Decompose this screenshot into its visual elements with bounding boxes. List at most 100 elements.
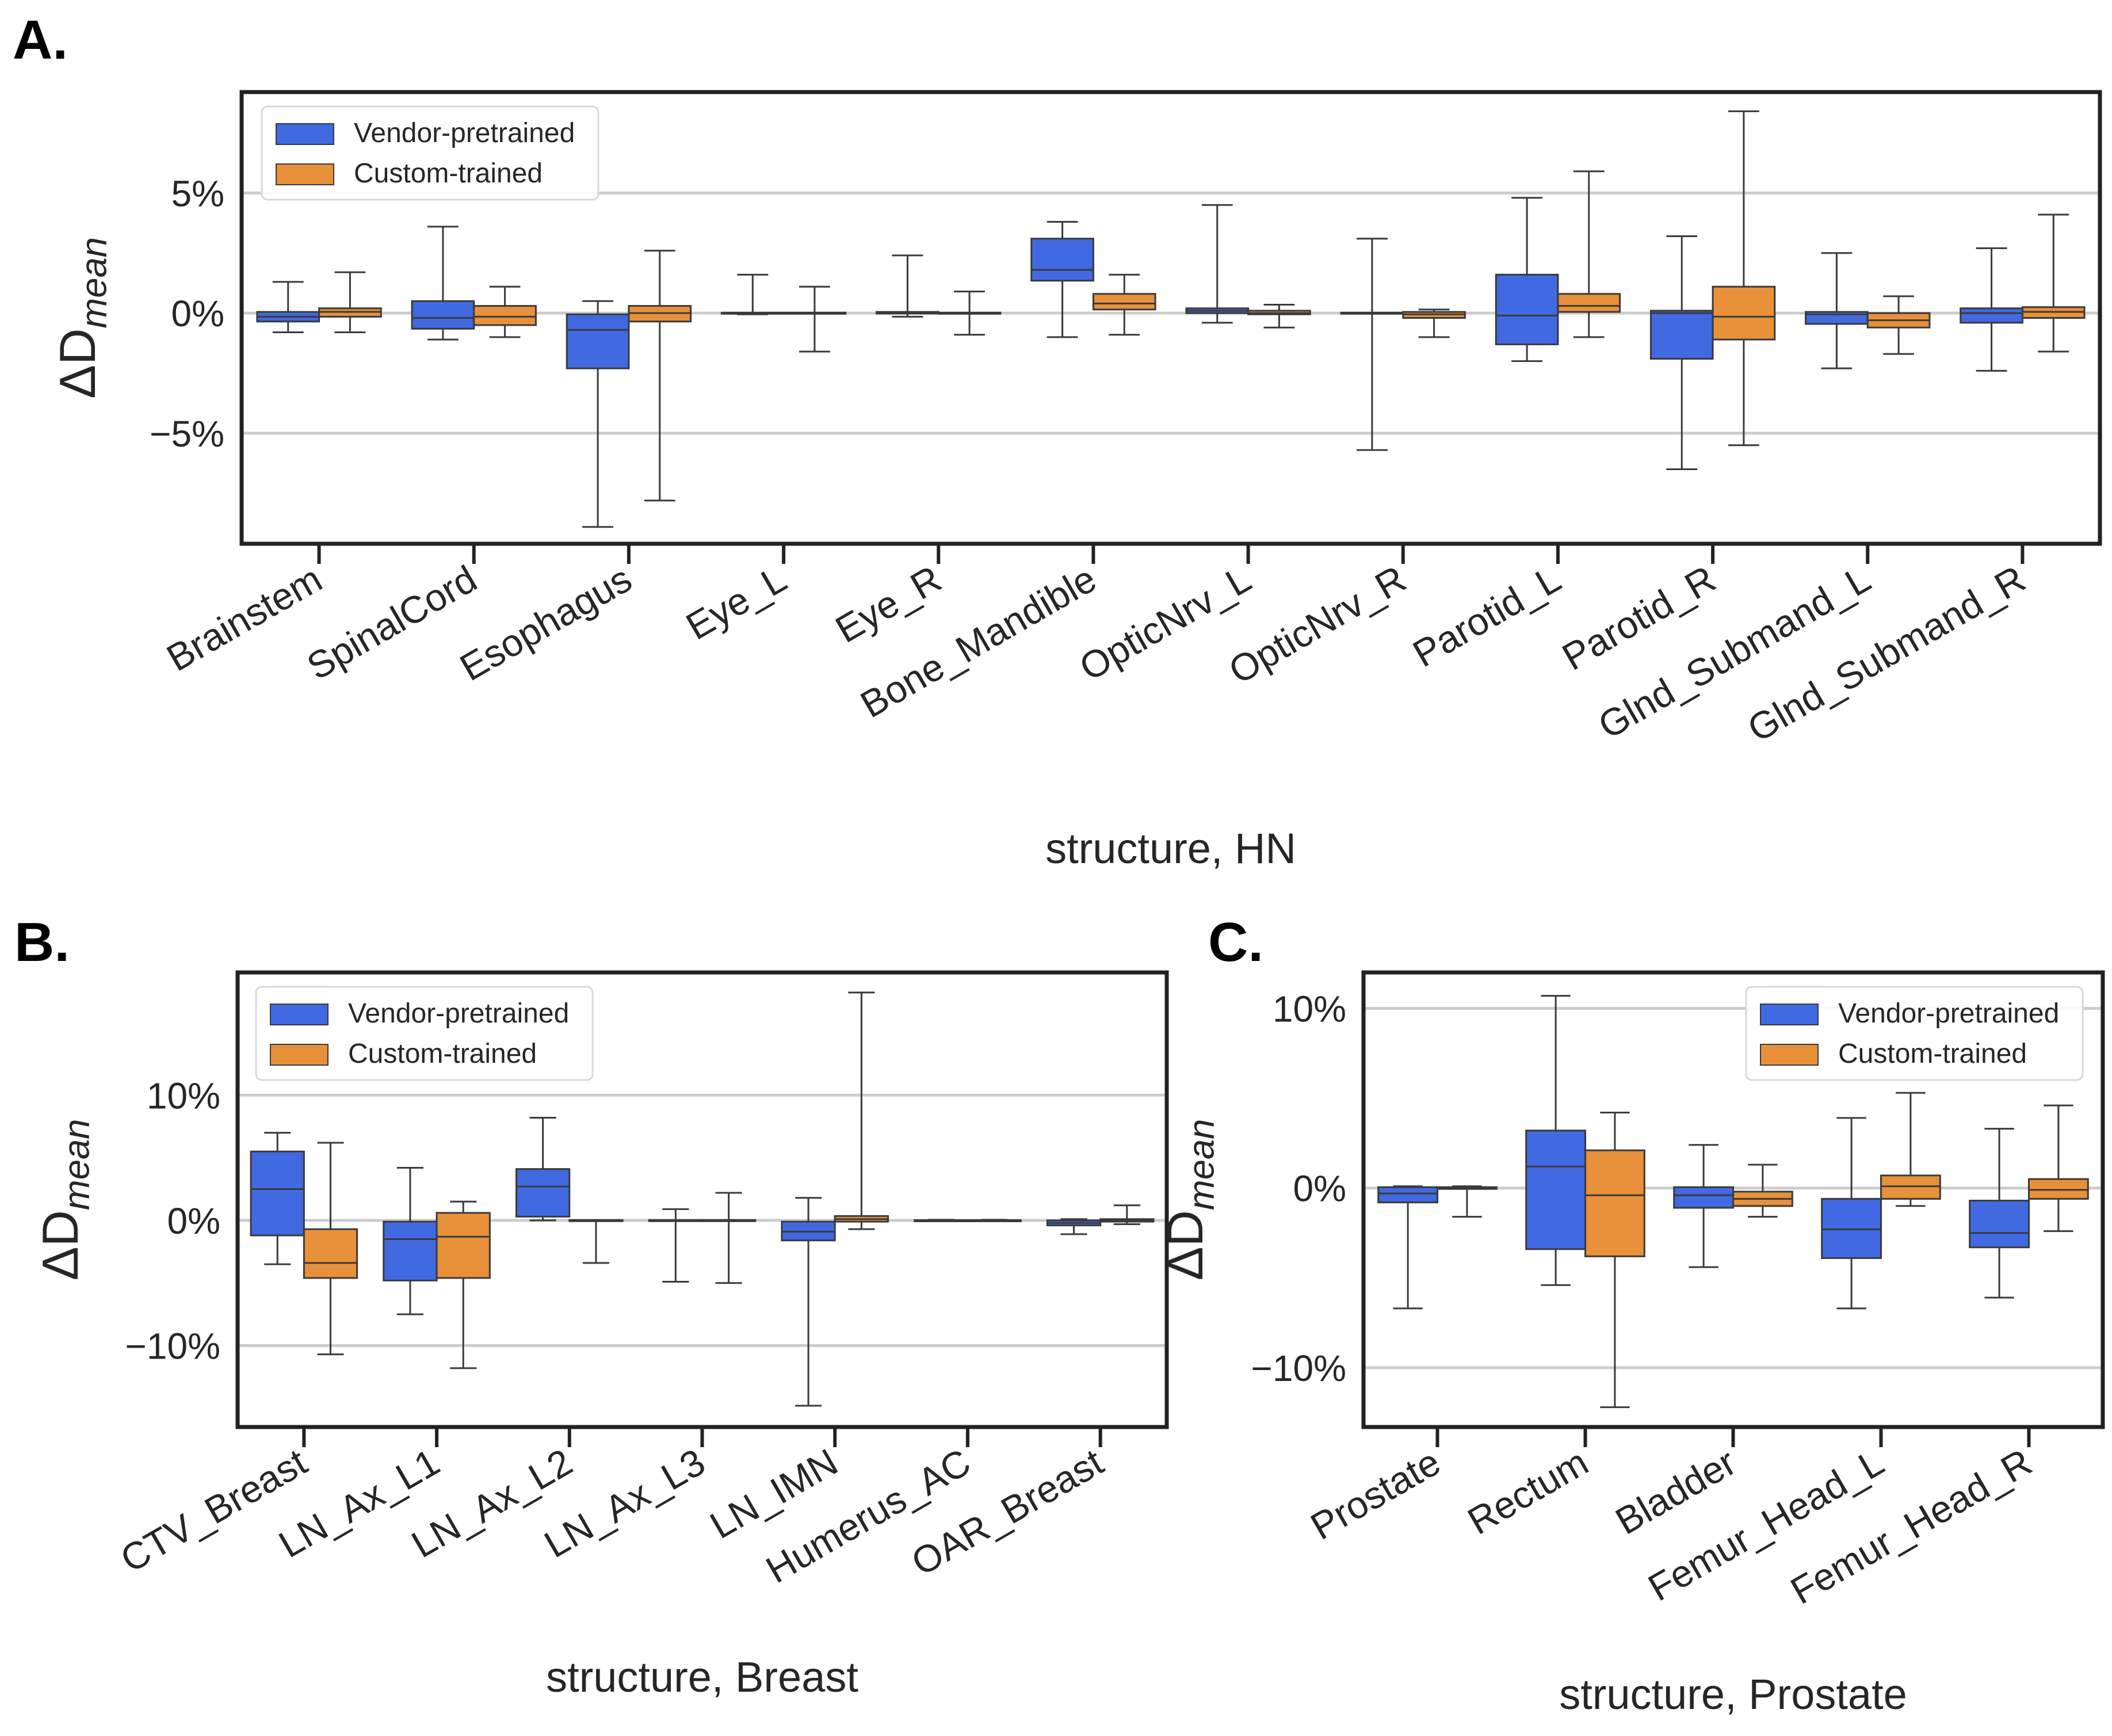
legend-frame (261, 105, 599, 201)
y-tick-label: 0% (1293, 1168, 1347, 1210)
y-tick-label: 0% (171, 293, 225, 334)
legend-label-custom: Custom-trained (1838, 1039, 2027, 1069)
box-iqr (1377, 1186, 1438, 1204)
y-tick-label: 5% (171, 173, 225, 214)
box-iqr (1880, 1174, 1941, 1200)
box-vendor (1495, 197, 1559, 363)
box-vendor (1969, 1128, 2030, 1299)
y-axis-label: ΔDmean (1156, 1119, 1221, 1281)
box-custom (1092, 273, 1156, 336)
box-iqr (1712, 285, 1776, 341)
box-vendor (1185, 204, 1250, 324)
box-vendor (1340, 238, 1404, 451)
y-tick-label: 0% (167, 1200, 221, 1242)
box-vendor (648, 1208, 703, 1283)
legend-swatch-custom (276, 163, 334, 185)
box-vendor (1377, 1185, 1438, 1310)
panel-letter: B. (14, 911, 70, 973)
legend-label-vendor: Vendor-pretrained (1838, 998, 2059, 1029)
box-iqr (303, 1228, 358, 1279)
box-custom (1437, 1185, 1498, 1218)
x-tick-label: OpticNrv_R (1221, 557, 1412, 692)
x-axis-label: structure, Breast (546, 1653, 858, 1701)
box-iqr (383, 1220, 438, 1281)
box-custom (701, 1192, 757, 1284)
x-tick-label: Eye_R (828, 557, 949, 651)
box-iqr (1557, 293, 1621, 313)
legend-label-vendor: Vendor-pretrained (354, 118, 575, 148)
panel-letter: A. (13, 9, 68, 71)
x-tick-label: Glnd_Submand_L (1591, 557, 1877, 747)
box-iqr (2028, 1178, 2089, 1200)
box-custom (436, 1200, 491, 1369)
box-iqr (566, 313, 630, 369)
plot-frame (239, 90, 2102, 546)
x-tick-label: SpinalCord (300, 557, 484, 688)
y-tick-label: −10% (125, 1326, 220, 1367)
box-iqr (1821, 1197, 1882, 1259)
box-vendor (876, 254, 939, 318)
legend-swatch-custom (1760, 1044, 1819, 1066)
legend-frame (1745, 986, 2084, 1081)
x-axis-label: structure, Prostate (1559, 1670, 1907, 1718)
box-iqr (436, 1212, 491, 1279)
y-tick-label: 10% (147, 1075, 220, 1116)
legend-swatch-vendor (1760, 1004, 1819, 1025)
box-vendor (383, 1167, 438, 1315)
box-vendor (250, 1132, 305, 1265)
box-custom (1712, 110, 1776, 447)
x-tick-label: Parotid_L (1406, 557, 1568, 675)
box-custom (628, 250, 692, 502)
legend-swatch-vendor (276, 123, 334, 145)
box-iqr (1673, 1186, 1734, 1209)
legend: Vendor-pretrained Custom-trained (1745, 986, 2084, 1081)
legend: Vendor-pretrained Custom-trained (255, 986, 594, 1081)
box-iqr (1960, 307, 2023, 324)
x-tick-label: Prostate (1304, 1440, 1448, 1548)
box-vendor (566, 300, 630, 528)
box-custom (1880, 1092, 1941, 1207)
box-custom (1402, 308, 1466, 338)
box-custom (1099, 1204, 1155, 1225)
box-custom (318, 271, 382, 334)
box-custom (937, 291, 1002, 336)
box-custom (303, 1142, 358, 1356)
box-iqr (1584, 1149, 1645, 1257)
box-vendor (1525, 995, 1586, 1286)
box-vendor (914, 1219, 969, 1222)
x-tick-label: Femur_Head_R (1783, 1440, 2039, 1612)
y-axis-label: ΔDmean (32, 1119, 97, 1281)
panel-letter: C. (1208, 911, 1263, 973)
x-axis-label: structure, HN (1045, 825, 1296, 872)
box-vendor (515, 1116, 571, 1222)
box-custom (1584, 1112, 1645, 1409)
y-tick-label: 10% (1273, 988, 1346, 1029)
box-vendor (1046, 1218, 1102, 1235)
box-vendor (1673, 1144, 1734, 1268)
legend-label-custom: Custom-trained (354, 158, 543, 189)
x-tick-label: Rectum (1461, 1440, 1595, 1543)
box-custom (834, 991, 889, 1230)
box-iqr (1525, 1130, 1586, 1250)
box-vendor (1030, 220, 1094, 338)
box-iqr (411, 300, 475, 330)
legend: Vendor-pretrained Custom-trained (261, 105, 599, 201)
x-tick-label: Esophagus (453, 557, 639, 689)
box-iqr (515, 1168, 571, 1218)
x-tick-label: Eye_L (679, 557, 793, 648)
box-iqr (473, 305, 537, 326)
box-iqr (1092, 293, 1156, 311)
box-vendor (781, 1197, 836, 1407)
legend-swatch-custom (270, 1044, 329, 1066)
box-custom (1732, 1163, 1793, 1218)
legend-frame (255, 986, 594, 1081)
box-custom (1247, 304, 1311, 329)
box-iqr (1969, 1200, 2030, 1249)
box-vendor (411, 226, 475, 341)
panel-c-chart: C.−10%0%10%Prostate Rectum BladderFemur_He… (1156, 911, 2105, 1718)
legend-label-vendor: Vendor-pretrained (348, 998, 569, 1029)
box-custom (2028, 1104, 2089, 1233)
box-vendor (1960, 247, 2023, 372)
